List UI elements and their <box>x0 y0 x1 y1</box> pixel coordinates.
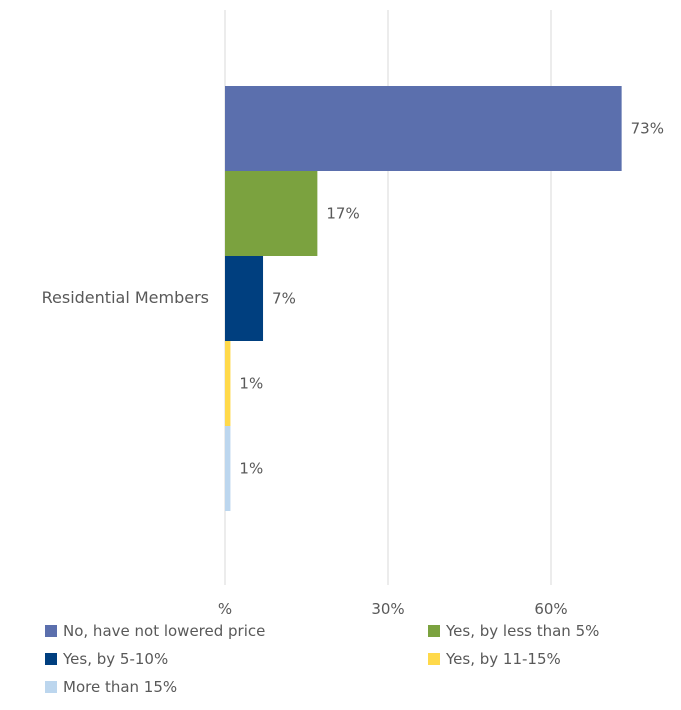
legend-swatch <box>428 653 440 665</box>
data-label: 7% <box>272 290 296 308</box>
data-label: 1% <box>239 375 263 393</box>
x-tick-label: % <box>218 600 232 618</box>
legend-item-more-than-15: More than 15% <box>45 678 177 696</box>
legend-label: More than 15% <box>63 678 178 696</box>
legend-label: No, have not lowered price <box>63 622 266 640</box>
x-tick-label: 60% <box>534 600 567 618</box>
bars <box>225 86 622 511</box>
bar <box>225 171 318 256</box>
data-label: 1% <box>239 460 263 478</box>
legend-item-5-10: Yes, by 5-10% <box>45 650 168 668</box>
legend-label: Yes, by 11-15% <box>446 650 561 668</box>
x-axis-ticks: % 30% 60% <box>218 600 568 618</box>
legend-swatch <box>428 625 440 637</box>
legend-item-less-than-5: Yes, by less than 5% <box>428 622 599 640</box>
legend-swatch <box>45 681 57 693</box>
data-labels: 73% 17% 7% 1% 1% <box>239 120 664 478</box>
bar <box>225 341 231 426</box>
legend-item-no-lower: No, have not lowered price <box>45 622 265 640</box>
bar <box>225 426 231 511</box>
x-tick-label: 30% <box>371 600 404 618</box>
bar <box>225 256 264 341</box>
legend-item-11-15: Yes, by 11-15% <box>428 650 561 668</box>
data-label: 17% <box>326 205 359 223</box>
category-label: Residential Members <box>42 288 209 307</box>
legend-label: Yes, by less than 5% <box>446 622 600 640</box>
data-label: 73% <box>631 120 664 138</box>
legend-label: Yes, by 5-10% <box>63 650 169 668</box>
bar <box>225 86 622 171</box>
legend-swatch <box>45 625 57 637</box>
legend-swatch <box>45 653 57 665</box>
